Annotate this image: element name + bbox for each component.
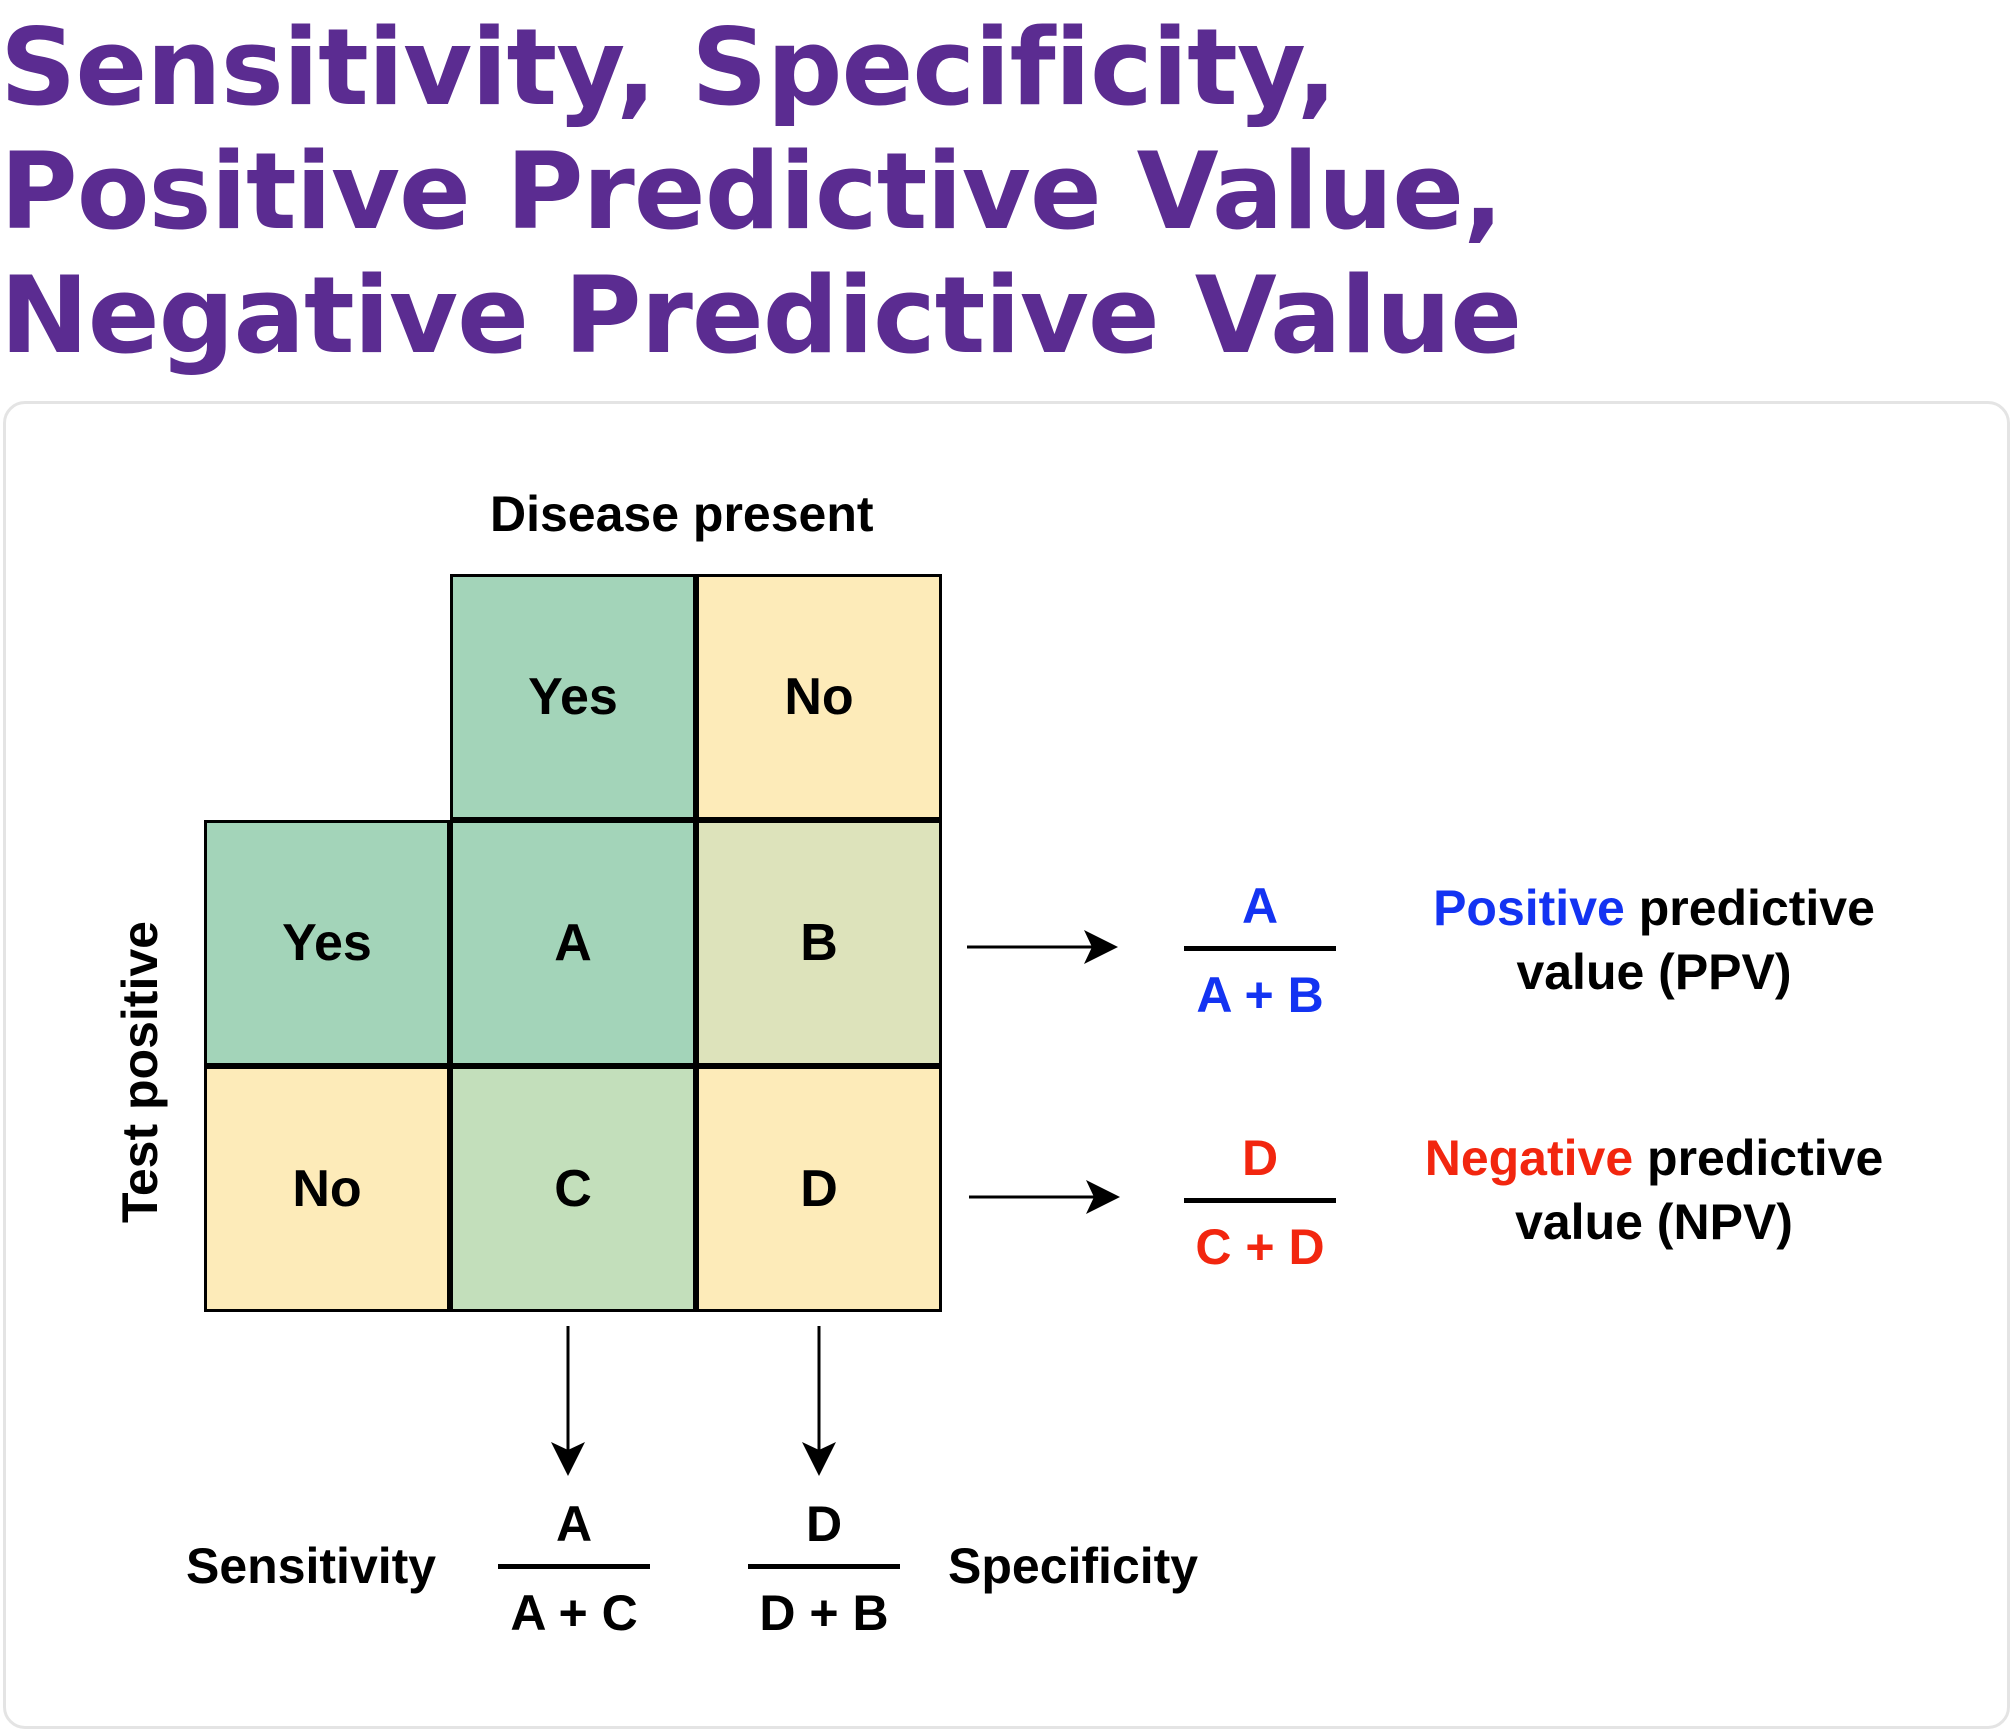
specificity-label: Specificity [948,1538,1199,1594]
diagram-panel [3,401,2010,1729]
ppv-denominator: A + B [1196,967,1324,1023]
page-title: Sensitivity, Specificity, Positive Predi… [0,6,1522,378]
arrow-to-sensitivity-icon [551,1326,585,1476]
ppv-highlight: Positive [1433,880,1625,936]
sensitivity-label: Sensitivity [186,1538,437,1594]
specificity-fraction-bar [748,1564,900,1569]
npv-label: Negative predictive value (NPV) [1400,1126,1908,1254]
row-header-no: No [204,1066,450,1312]
npv-numerator: D [1241,1130,1279,1186]
specificity-fraction: D D + B [748,1492,900,1645]
arrow-to-ppv-icon [967,930,1118,964]
cell-d: D [696,1066,942,1312]
column-header-no: No [696,574,942,820]
sensitivity-fraction-bar [498,1564,650,1569]
npv-fraction-bar [1184,1198,1336,1203]
sensitivity-denominator: A + C [510,1585,638,1641]
ppv-label-rest: predictive [1624,880,1875,936]
specificity-numerator: D [805,1496,843,1552]
disease-present-header: Disease present [490,486,874,542]
title-line-3: Negative Predictive Value [0,254,1522,377]
title-line-1: Sensitivity, Specificity, [0,6,1337,129]
cell-c: C [450,1066,696,1312]
title-line-2: Positive Predictive Value, [0,130,1503,253]
ppv-fraction-bar [1184,946,1336,951]
row-header-yes: Yes [204,820,450,1066]
arrow-to-specificity-icon [802,1326,836,1476]
ppv-numerator: A [1241,878,1279,934]
arrow-to-npv-icon [969,1180,1120,1214]
ppv-fraction: A A + B [1184,874,1336,1027]
npv-label-rest: predictive [1633,1130,1884,1186]
npv-label-line2: value (NPV) [1515,1194,1793,1250]
npv-denominator: C + D [1195,1219,1325,1275]
column-header-yes: Yes [450,574,696,820]
specificity-denominator: D + B [759,1585,889,1641]
cell-b: B [696,820,942,1066]
sensitivity-numerator: A [555,1496,593,1552]
npv-highlight: Negative [1424,1130,1634,1186]
npv-fraction: D C + D [1184,1126,1336,1279]
ppv-label-line2: value (PPV) [1516,944,1792,1000]
sensitivity-fraction: A A + C [498,1492,650,1645]
ppv-label: Positive predictive value (PPV) [1400,876,1908,1004]
cell-a: A [450,820,696,1066]
